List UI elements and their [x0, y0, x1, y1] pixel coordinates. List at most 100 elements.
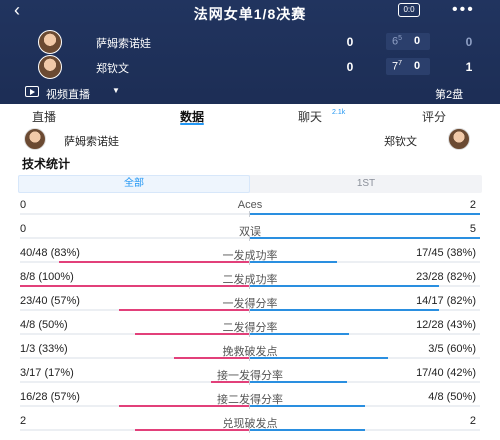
stat-label: 接一发得分率: [217, 370, 283, 382]
stat-bar-divider: [249, 259, 250, 265]
stat-bar-right-fill: [250, 213, 480, 215]
stat-bar-right-fill: [250, 405, 365, 407]
stat-bar-left-track: [20, 285, 250, 287]
stat-label: 挽救破发点: [222, 346, 278, 358]
stat-bar-right-track: [250, 381, 480, 383]
stat-bar-left-track: [20, 213, 250, 215]
previous-set-games: 77: [392, 60, 403, 73]
game-score-box: [386, 33, 430, 50]
current-set-games: 0: [414, 35, 421, 47]
stat-right-value: 2: [469, 199, 476, 211]
stat-row: 40/48 (83%) 一发成功率 17/45 (38%): [0, 247, 500, 271]
stat-bar-right-track: [250, 237, 480, 239]
stat-right-value: 14/17 (82%): [416, 295, 476, 307]
sets-won: 0: [346, 35, 354, 49]
stat-bar-divider: [249, 331, 250, 337]
stat-label: 二发成功率: [222, 274, 278, 286]
stat-right-value: 12/28 (43%): [416, 319, 476, 331]
stat-bar-left-fill: [135, 429, 250, 431]
stat-bar-right-track: [250, 429, 480, 431]
sets-won: 0: [346, 60, 354, 74]
avatar: [448, 128, 470, 150]
tab-rating[interactable]: 评分: [421, 110, 446, 124]
stat-bar-left-track: [20, 381, 250, 383]
stat-right-value: 5: [469, 223, 476, 235]
stat-label: 兑现破发点: [222, 418, 278, 430]
stat-bar-left-fill: [135, 333, 250, 335]
score-row-player-1: 萨姆索诺娃 0 65 0 0: [0, 30, 500, 56]
stat-right-value: 4/8 (50%): [428, 391, 476, 403]
stat-row: 0 双误 5: [0, 223, 500, 247]
stat-bar-left-track: [20, 333, 250, 335]
stat-left-value: 0: [20, 223, 27, 235]
stat-row: 8/8 (100%) 二发成功率 23/28 (82%): [0, 271, 500, 295]
tab-chat[interactable]: 聊天: [297, 110, 322, 124]
caret-down-icon[interactable]: ▼: [112, 86, 120, 95]
stat-row: 2 兑现破发点 2: [0, 415, 500, 439]
stat-row: 4/8 (50%) 二发得分率 12/28 (43%): [0, 319, 500, 343]
stat-bar-left-fill: [119, 309, 250, 311]
stat-bar-left-fill: [59, 261, 250, 263]
stat-row: 3/17 (17%) 接一发得分率 17/40 (42%): [0, 367, 500, 391]
stat-row: 23/40 (57%) 一发得分率 14/17 (82%): [0, 295, 500, 319]
segment-1st[interactable]: 1ST: [356, 178, 376, 189]
chat-count-badge: 2.1k: [332, 109, 346, 116]
stat-label: 一发得分率: [222, 298, 278, 310]
stat-right-value: 17/40 (42%): [416, 367, 476, 379]
stat-row: 0 Aces 2: [0, 199, 500, 223]
avatar: [24, 128, 46, 150]
more-dots-icon[interactable]: •••: [452, 1, 475, 18]
stat-bar-right-fill: [250, 309, 439, 311]
stat-label: Aces: [237, 199, 263, 211]
video-live-row: 视频直播 ▼ 第2盘: [0, 82, 500, 102]
stat-label: 一发成功率: [222, 250, 278, 262]
stat-bar-right-track: [250, 309, 480, 311]
stat-row: 16/28 (57%) 接二发得分率 4/8 (50%): [0, 391, 500, 415]
stat-bar-right-track: [250, 261, 480, 263]
current-set-label: 第2盘: [435, 89, 464, 101]
stat-left-value: 3/17 (17%): [20, 367, 74, 379]
stat-label: 二发得分率: [222, 322, 278, 334]
stat-right-value: 3/5 (60%): [428, 343, 476, 355]
previous-set-games: 65: [392, 35, 403, 48]
stat-bar-divider: [249, 379, 250, 385]
video-play-icon[interactable]: [25, 86, 39, 97]
tab-live[interactable]: 直播: [31, 110, 56, 124]
active-tab-indicator: [180, 123, 204, 125]
avatar: [38, 55, 62, 79]
stat-right-value: 23/28 (82%): [416, 271, 476, 283]
video-live-button[interactable]: 视频直播: [46, 89, 90, 101]
stat-bar-divider: [249, 355, 250, 361]
score-row-player-2: 郑钦文 0 77 0 1: [0, 55, 500, 81]
stat-bar-left-fill: [20, 285, 250, 287]
stat-left-value: 0: [20, 199, 27, 211]
stat-bar-right-fill: [250, 381, 347, 383]
stat-bar-left-track: [20, 405, 250, 407]
stat-bar-divider: [249, 235, 250, 241]
page-title: 法网女单1/8决赛: [193, 6, 307, 22]
stat-bar-divider: [249, 307, 250, 313]
stat-bar-right-fill: [250, 429, 365, 431]
back-chevron-icon[interactable]: ‹: [14, 0, 20, 20]
stat-bar-left-fill: [211, 381, 250, 383]
period-segmented-control: 全部 1ST: [18, 175, 482, 193]
scoreboard-icon[interactable]: 0:0: [398, 3, 420, 17]
avatar: [38, 30, 62, 54]
stat-label: 接二发得分率: [217, 394, 283, 406]
section-title: 技术统计: [22, 157, 71, 171]
stat-bar-left-fill: [174, 357, 250, 359]
player-name: 郑钦文: [96, 63, 129, 75]
segment-all[interactable]: 全部: [18, 175, 250, 193]
stat-bar-divider: [249, 283, 250, 289]
stat-left-value: 23/40 (57%): [20, 295, 80, 307]
tab-stats[interactable]: 数据: [179, 110, 204, 124]
stat-bar-divider: [249, 403, 250, 409]
stat-bar-right-track: [250, 213, 480, 215]
game-score-box: [386, 58, 430, 75]
stat-bar-right-fill: [250, 333, 349, 335]
stat-right-value: 17/45 (38%): [416, 247, 476, 259]
stat-bar-divider: [249, 427, 250, 433]
match-header: ‹ 法网女单1/8决赛 0:0 ••• 萨姆索诺娃 0 65 0 0 郑钦文 0…: [0, 0, 500, 116]
stat-left-value: 4/8 (50%): [20, 319, 68, 331]
stat-bar-right-fill: [250, 357, 388, 359]
